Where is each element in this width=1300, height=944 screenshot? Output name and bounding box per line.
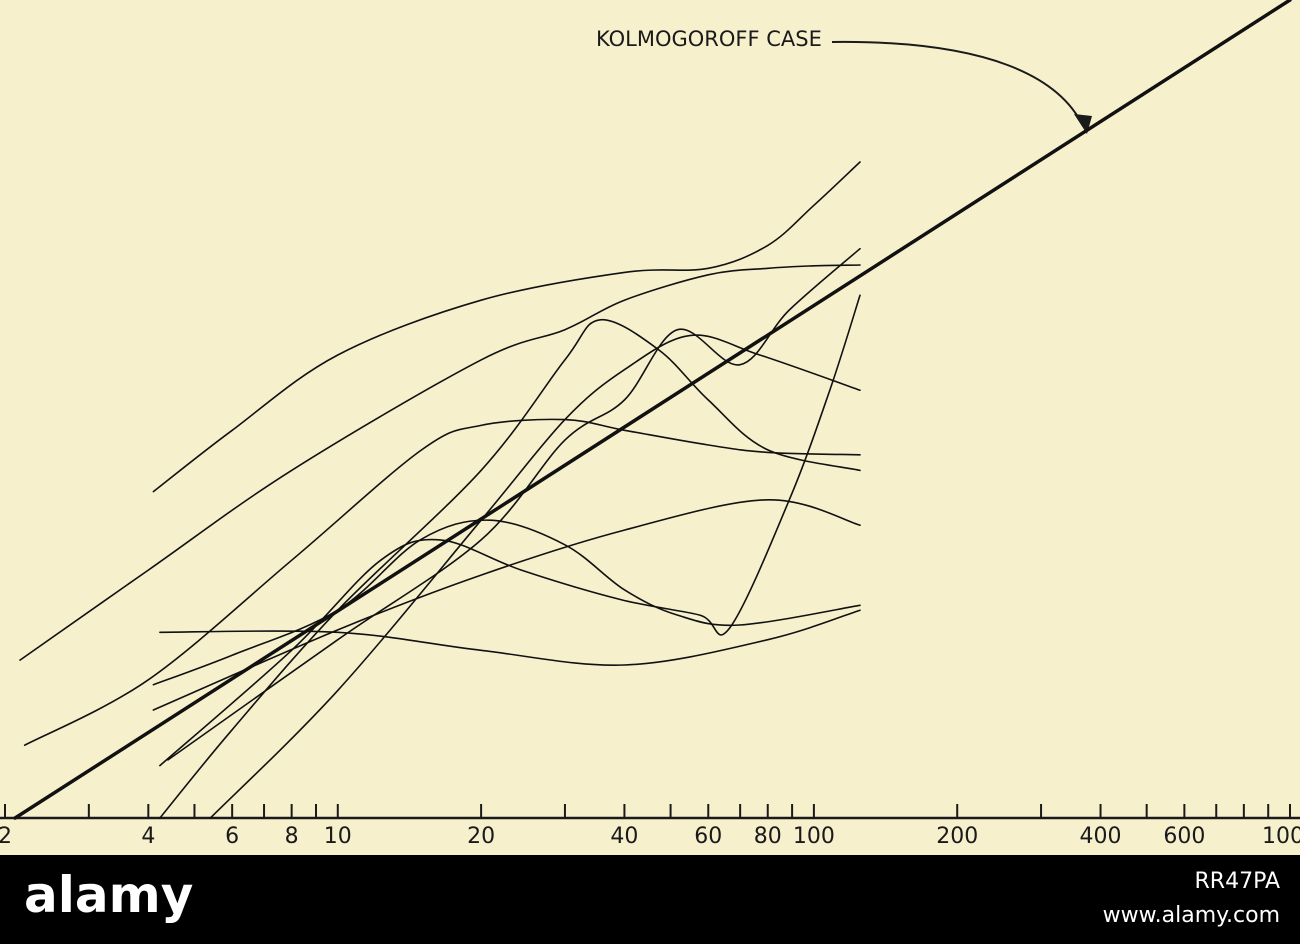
- x-tick-label: 1000: [1262, 824, 1300, 849]
- x-tick-label: 2: [0, 824, 12, 849]
- image-id: RR47PA: [1195, 869, 1280, 894]
- x-tick-label: 6: [225, 824, 239, 849]
- x-tick-label: 60: [694, 824, 722, 849]
- x-tick-label: 400: [1080, 824, 1122, 849]
- annotation: KOLMOGOROFF CASE: [596, 27, 822, 51]
- plot-background: [0, 0, 1300, 855]
- x-tick-label: 20: [467, 824, 495, 849]
- x-tick-label: 8: [285, 824, 299, 849]
- line-series: [159, 318, 861, 819]
- line-series: [159, 609, 861, 666]
- annotation-arrow: [831, 40, 1084, 127]
- line-series: [13, 0, 1292, 820]
- line-series: [167, 247, 861, 761]
- footer-logo: alamy: [24, 866, 193, 924]
- x-tick-label: 100: [793, 824, 835, 849]
- x-tick-label: 10: [324, 824, 352, 849]
- footer-url: www.alamy.com: [1103, 903, 1280, 928]
- line-series: [152, 161, 861, 493]
- x-tick-label: 4: [141, 824, 155, 849]
- line-series: [23, 418, 861, 746]
- line-series: [19, 264, 861, 661]
- x-tick-label: 200: [936, 824, 978, 849]
- x-tick-label: 40: [610, 824, 638, 849]
- line-series: [159, 294, 861, 767]
- x-tick-label: 80: [754, 824, 782, 849]
- x-tick-label: 600: [1163, 824, 1205, 849]
- line-series: [152, 519, 861, 686]
- curves: [13, 0, 1292, 820]
- footer-band: [0, 855, 1300, 944]
- line-series: [152, 498, 861, 711]
